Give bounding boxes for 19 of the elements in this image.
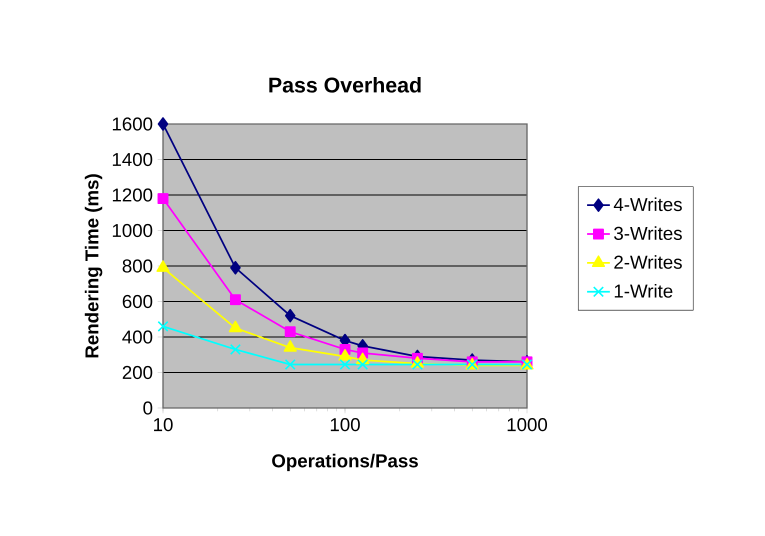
y-tick-label: 600 <box>122 294 152 308</box>
y-tick-label: 200 <box>122 366 152 380</box>
legend-label: 2-Writes <box>614 255 682 269</box>
legend-label: 4-Writes <box>614 197 682 212</box>
x-tick-label: 10 <box>154 418 173 432</box>
legend-label: 1-Write <box>614 284 672 298</box>
x-axis-title: Operations/Pass <box>272 454 418 472</box>
y-axis-title: Rendering Time (ms) <box>84 174 102 358</box>
y-tick-label: 1400 <box>112 152 152 166</box>
legend-label: 3-Writes <box>614 226 682 240</box>
y-tick-label: 1000 <box>112 224 152 238</box>
y-tick-label: 1200 <box>112 188 152 202</box>
x-tick-label: 1000 <box>508 418 548 432</box>
y-tick-label: 0 <box>143 401 152 415</box>
y-tick-label: 800 <box>122 259 152 273</box>
x-tick-label: 100 <box>330 418 360 432</box>
y-tick-label: 1600 <box>112 117 152 131</box>
chart-title: Pass Overhead <box>269 76 421 93</box>
y-tick-label: 400 <box>122 330 152 344</box>
